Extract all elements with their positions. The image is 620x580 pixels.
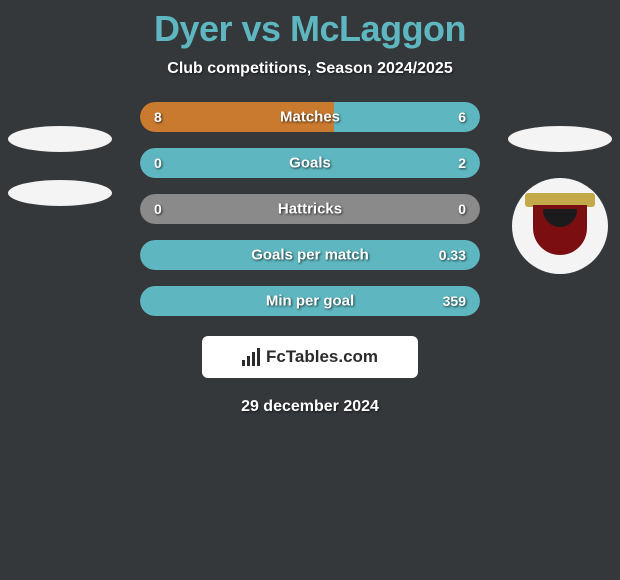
stat-label: Min per goal (266, 293, 354, 310)
club-badge-placeholder (508, 114, 612, 164)
stat-label: Goals per match (251, 247, 369, 264)
fctables-watermark: FcTables.com (202, 336, 418, 378)
stat-value-left: 8 (154, 109, 162, 125)
subtitle: Club competitions, Season 2024/2025 (0, 60, 620, 78)
stat-label: Goals (289, 155, 331, 172)
stat-label: Hattricks (278, 201, 342, 218)
stat-row: 359 Min per goal (140, 286, 480, 316)
club-badge-placeholder (8, 168, 112, 218)
stat-value-right: 2 (458, 155, 466, 171)
page-title: Dyer vs McLaggon (0, 0, 620, 50)
club-badge-placeholder (8, 114, 112, 164)
date-text: 29 december 2024 (0, 398, 620, 416)
stat-row: 0 0 Hattricks (140, 194, 480, 224)
stat-row: 8 6 Matches (140, 102, 480, 132)
stat-label: Matches (280, 109, 340, 126)
stat-value-right: 0 (458, 201, 466, 217)
stat-value-left: 0 (154, 155, 162, 171)
stat-row: 0.33 Goals per match (140, 240, 480, 270)
stat-value-right: 6 (458, 109, 466, 125)
stat-value-right: 359 (443, 293, 466, 309)
club-crest-icon (512, 178, 608, 274)
fctables-label: FcTables.com (266, 347, 378, 367)
stat-value-right: 0.33 (439, 247, 466, 263)
stat-row: 0 2 Goals (140, 148, 480, 178)
comparison-infographic: Dyer vs McLaggon Club competitions, Seas… (0, 0, 620, 580)
fctables-icon (242, 348, 260, 366)
stat-value-left: 0 (154, 201, 162, 217)
